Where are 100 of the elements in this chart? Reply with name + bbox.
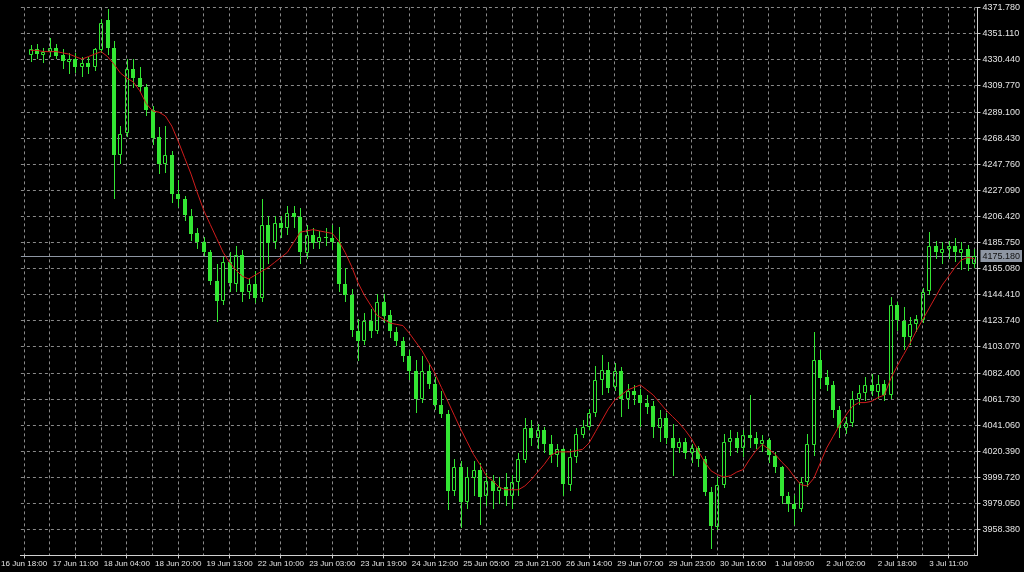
candlestick bbox=[394, 326, 398, 347]
candlestick bbox=[857, 384, 861, 406]
candlestick bbox=[677, 437, 681, 454]
candlestick bbox=[350, 288, 354, 338]
y-tick-label: 4289.100 bbox=[982, 106, 1021, 117]
candlestick bbox=[902, 306, 906, 351]
candlestick bbox=[472, 460, 476, 497]
candlestick bbox=[683, 437, 687, 460]
candlestick bbox=[876, 374, 880, 400]
candlestick bbox=[228, 251, 232, 293]
y-tick-label: 4061.730 bbox=[982, 393, 1021, 404]
candlestick bbox=[157, 126, 161, 175]
candlestick bbox=[818, 349, 822, 390]
candlestick bbox=[151, 105, 155, 146]
candlestick bbox=[439, 390, 443, 419]
candlestick bbox=[240, 249, 244, 303]
candlestick bbox=[651, 400, 655, 439]
x-tick-label: 16 Jun 18:00 bbox=[1, 559, 48, 569]
candlestick bbox=[536, 423, 540, 450]
x-tick-label: 23 Jun 03:00 bbox=[309, 559, 356, 569]
y-tick-label: 4082.400 bbox=[982, 367, 1021, 378]
candlestick bbox=[619, 366, 623, 418]
candlestick bbox=[529, 419, 533, 447]
candlestick bbox=[927, 231, 931, 296]
candlestick bbox=[831, 380, 835, 419]
candlestick bbox=[465, 466, 469, 510]
candlestick bbox=[581, 419, 585, 439]
candlestick bbox=[786, 491, 790, 513]
candlestick bbox=[131, 58, 135, 89]
candlestick bbox=[183, 195, 187, 222]
candlestick bbox=[728, 429, 732, 457]
candlestick bbox=[754, 431, 758, 450]
candlestick bbox=[176, 179, 180, 208]
candlestick bbox=[452, 458, 456, 497]
ref-line-label: 4175.180 bbox=[982, 250, 1021, 261]
candlestick bbox=[221, 256, 225, 306]
candlestick bbox=[870, 373, 874, 397]
x-tick-label: 1 Jul 09:00 bbox=[774, 559, 815, 569]
candlestick bbox=[959, 241, 963, 271]
y-tick-label: 4165.080 bbox=[982, 263, 1021, 274]
candlestick bbox=[356, 318, 360, 362]
candlestick bbox=[189, 208, 193, 242]
candlestick bbox=[247, 277, 251, 300]
y-tick-label: 4144.410 bbox=[982, 289, 1021, 300]
candlestick bbox=[369, 308, 373, 339]
candlestick bbox=[561, 449, 565, 497]
y-tick-label: 4247.760 bbox=[982, 158, 1021, 169]
candlestick bbox=[305, 224, 309, 260]
candlestick bbox=[311, 227, 315, 250]
candlestick bbox=[285, 205, 289, 236]
candlestick bbox=[446, 409, 450, 511]
candlestick bbox=[420, 355, 424, 404]
candlestick bbox=[362, 312, 366, 346]
candlestick bbox=[934, 240, 938, 260]
x-tick-label: 30 Jun 16:00 bbox=[720, 559, 767, 569]
candlestick bbox=[414, 359, 418, 414]
y-tick-label: 3958.380 bbox=[982, 524, 1021, 535]
candlestick bbox=[163, 125, 167, 174]
candlestick bbox=[626, 383, 630, 410]
candlestick bbox=[593, 365, 597, 418]
x-tick-label: 22 Jun 10:00 bbox=[257, 559, 305, 569]
candlestick bbox=[690, 443, 694, 464]
x-tick-label: 29 Jun 07:00 bbox=[617, 559, 665, 569]
x-tick-label: 17 Jun 11:00 bbox=[52, 559, 99, 569]
candlestick bbox=[523, 417, 527, 464]
y-tick-label: 3979.050 bbox=[982, 498, 1021, 509]
candlestick bbox=[67, 52, 71, 75]
y-tick-label: 4185.750 bbox=[982, 237, 1021, 248]
candlestick bbox=[972, 248, 976, 269]
candlestick bbox=[632, 384, 636, 406]
candlestick bbox=[516, 452, 520, 497]
candlestick bbox=[337, 226, 341, 293]
candlestick bbox=[606, 361, 610, 394]
candlestick bbox=[953, 237, 957, 263]
candlestick bbox=[748, 394, 752, 449]
candlestick bbox=[850, 390, 854, 428]
y-tick-label: 4206.420 bbox=[982, 210, 1021, 221]
x-tick-label: 26 Jun 14:00 bbox=[565, 559, 613, 569]
x-tick-label: 2 Jul 02:00 bbox=[826, 559, 866, 569]
x-tick-label: 25 Jun 21:00 bbox=[514, 559, 562, 569]
candlestick bbox=[138, 66, 142, 93]
candlestick bbox=[709, 486, 713, 550]
candlestick bbox=[895, 301, 899, 332]
candlestick bbox=[722, 433, 726, 489]
candlestick bbox=[638, 388, 642, 428]
x-tick-label: 3 Jul 11:00 bbox=[929, 559, 969, 569]
candlestick bbox=[73, 52, 77, 74]
candlestick bbox=[170, 150, 174, 204]
candlestick bbox=[825, 369, 829, 392]
candlestick bbox=[792, 494, 796, 526]
candlestick bbox=[459, 460, 463, 529]
candlestick bbox=[86, 56, 90, 75]
candlestick bbox=[29, 44, 33, 63]
candlestick bbox=[812, 331, 816, 457]
candlestick bbox=[799, 476, 803, 513]
y-tick-label: 4371.780 bbox=[982, 2, 1021, 13]
candlestick bbox=[947, 240, 951, 260]
candlestick bbox=[195, 227, 199, 250]
x-tick-label: 2 Jul 18:00 bbox=[877, 559, 918, 569]
candlestick bbox=[715, 476, 719, 531]
